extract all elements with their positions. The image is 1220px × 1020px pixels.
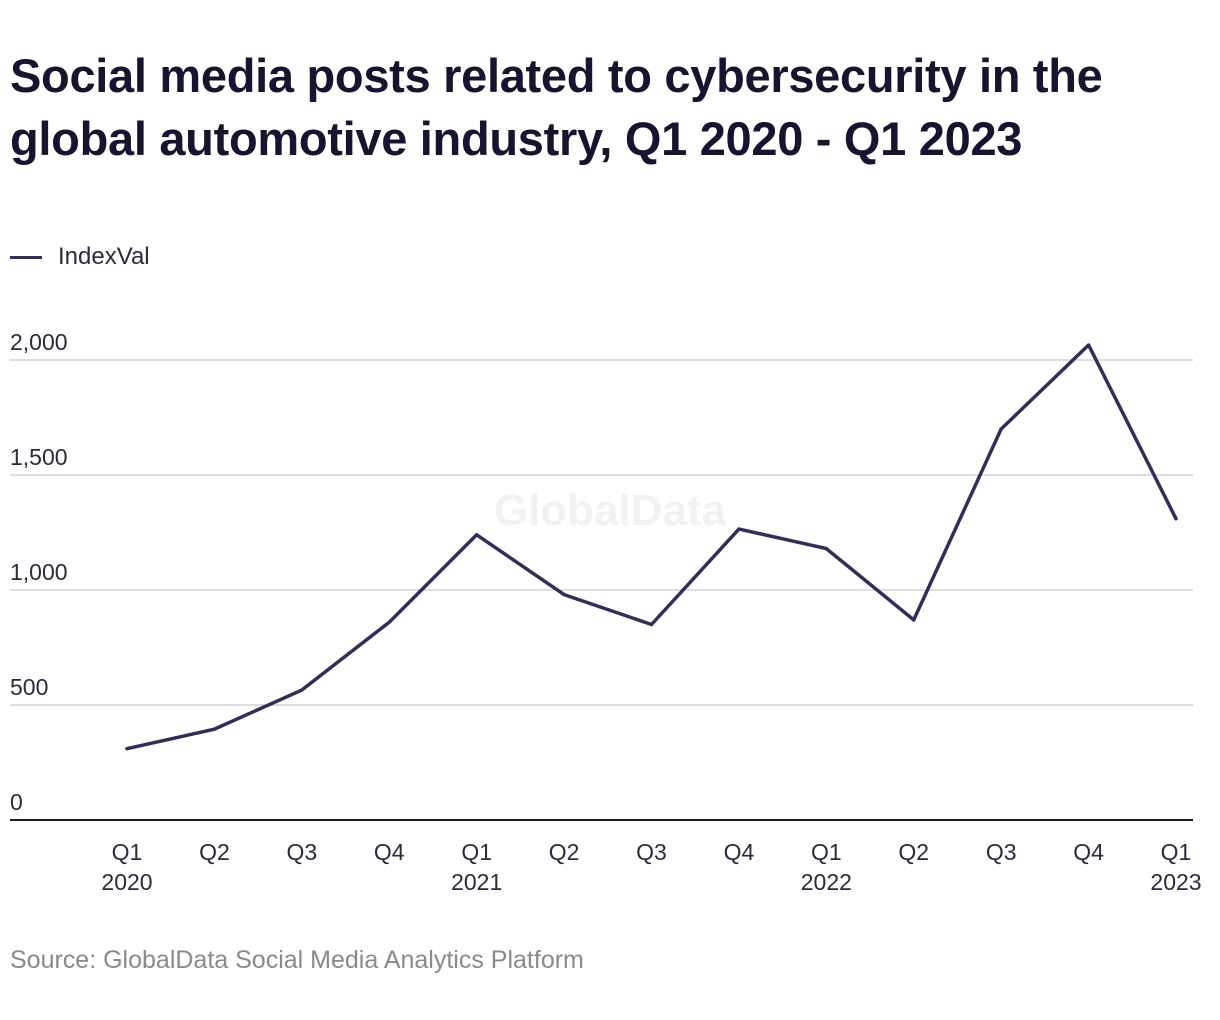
y-tick-label: 0 (10, 789, 23, 815)
y-tick-label: 2,000 (10, 329, 68, 355)
x-tick-label: Q3 (636, 839, 667, 865)
x-tick-year-label: 2023 (1150, 869, 1201, 895)
data-point (912, 618, 916, 622)
data-point (737, 527, 741, 531)
series-layer (125, 343, 1178, 751)
x-tick-label: Q3 (986, 839, 1017, 865)
x-tick-year-label: 2020 (101, 869, 152, 895)
data-point (649, 622, 654, 627)
x-tick-label: Q4 (724, 839, 755, 865)
x-tick-label: Q4 (1073, 839, 1104, 865)
watermark: GlobalData (494, 486, 727, 535)
y-tick-label: 1,000 (10, 559, 68, 585)
data-point (999, 427, 1003, 431)
x-tick-label: Q1 (461, 839, 492, 865)
data-point (1086, 343, 1091, 347)
x-tick-label: Q1 (1161, 839, 1192, 865)
legend-label: IndexVal (58, 243, 150, 270)
data-point (1174, 517, 1178, 521)
y-tick-label: 1,500 (10, 444, 68, 470)
legend: IndexVal (10, 243, 150, 271)
data-point (562, 593, 566, 597)
x-tick-label: Q2 (199, 839, 230, 865)
series-line-indexval (125, 343, 1178, 751)
x-tick-label: Q4 (374, 839, 405, 865)
x-axis-tick-labels: Q1 2020 Q2 Q3 Q4 Q1 2021 Q2 Q3 Q4 Q1 2022 Q2 Q3 Q4 Q1 20… (101, 839, 1201, 895)
data-point (212, 727, 217, 731)
grid-lines (10, 359, 1193, 821)
data-point (125, 747, 129, 751)
y-tick-label: 500 (10, 674, 48, 700)
x-tick-year-label: 2021 (451, 869, 502, 895)
data-point (300, 688, 304, 692)
legend-swatch (10, 255, 42, 259)
x-tick-label: Q1 (811, 839, 842, 865)
x-tick-year-label: 2022 (801, 869, 852, 895)
x-tick-label: Q2 (549, 839, 580, 865)
source-note: Source: GlobalData Social Media Analytic… (10, 946, 584, 974)
x-tick-label: Q1 (112, 839, 143, 865)
data-point (475, 533, 479, 537)
x-tick-label: Q3 (286, 839, 317, 865)
data-point (387, 620, 391, 624)
chart-title: Social media posts related to cybersecur… (10, 49, 1103, 165)
x-tick-label: Q2 (898, 839, 929, 865)
y-axis-tick-labels: 0 500 1,000 1,500 2,000 (10, 329, 68, 815)
data-point (824, 547, 828, 551)
